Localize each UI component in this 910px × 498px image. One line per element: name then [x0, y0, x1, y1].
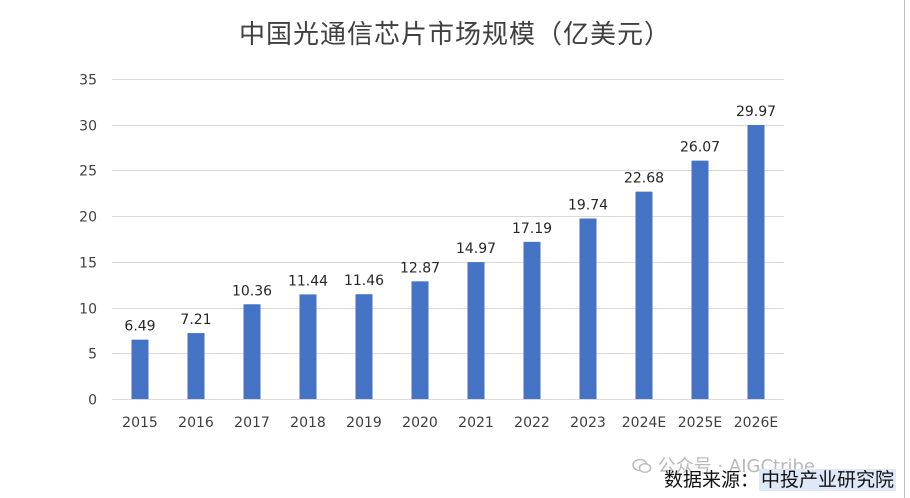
bar — [467, 262, 485, 399]
source-name: 中投产业研究院 — [758, 469, 896, 491]
bar — [691, 160, 709, 399]
x-tick-label: 2022 — [514, 415, 550, 431]
x-tick-label: 2015 — [122, 415, 158, 431]
bar — [523, 241, 541, 399]
data-label: 26.07 — [680, 140, 720, 156]
x-tick-label: 2021 — [458, 415, 494, 431]
frame-border — [904, 0, 905, 498]
y-tick-label: 15 — [79, 256, 97, 272]
bar — [131, 339, 149, 399]
x-tick-label: 2016 — [178, 415, 214, 431]
bar — [355, 294, 373, 399]
x-tick-label: 2024E — [622, 415, 666, 431]
data-label: 10.36 — [232, 283, 272, 299]
y-tick-label: 25 — [79, 164, 97, 180]
data-label: 17.19 — [512, 221, 552, 237]
bar — [411, 281, 429, 399]
chart-title: 中国光通信芯片市场规模（亿美元） — [238, 20, 671, 50]
y-tick-label: 30 — [79, 119, 97, 135]
bar — [243, 304, 261, 399]
y-tick-label: 5 — [88, 347, 97, 363]
data-label: 11.46 — [344, 273, 384, 289]
data-label: 29.97 — [736, 104, 776, 120]
wechat-icon — [632, 458, 652, 474]
data-label: 6.49 — [124, 319, 155, 335]
bar — [579, 218, 597, 399]
bar — [747, 124, 765, 399]
bar — [187, 333, 205, 399]
x-tick-label: 2020 — [402, 415, 438, 431]
y-tick-label: 35 — [79, 73, 97, 89]
bar — [635, 191, 653, 399]
bar — [299, 294, 317, 399]
data-label: 11.44 — [288, 273, 328, 289]
data-label: 12.87 — [400, 260, 440, 276]
x-tick-label: 2023 — [570, 415, 606, 431]
data-label: 19.74 — [568, 198, 608, 214]
x-tick-label: 2025E — [678, 415, 722, 431]
x-tick-label: 2019 — [346, 415, 382, 431]
data-label: 7.21 — [180, 312, 211, 328]
y-tick-label: 10 — [79, 302, 97, 318]
source-note: 数据来源： 中投产业研究院 — [664, 465, 896, 492]
x-tick-label: 2026E — [734, 415, 778, 431]
y-tick-label: 0 — [88, 393, 97, 409]
data-label: 14.97 — [456, 241, 496, 257]
data-label: 22.68 — [624, 171, 664, 187]
source-label: 数据来源： — [663, 469, 759, 491]
x-tick-label: 2018 — [290, 415, 326, 431]
y-tick-label: 20 — [79, 210, 97, 226]
x-tick-label: 2017 — [234, 415, 270, 431]
